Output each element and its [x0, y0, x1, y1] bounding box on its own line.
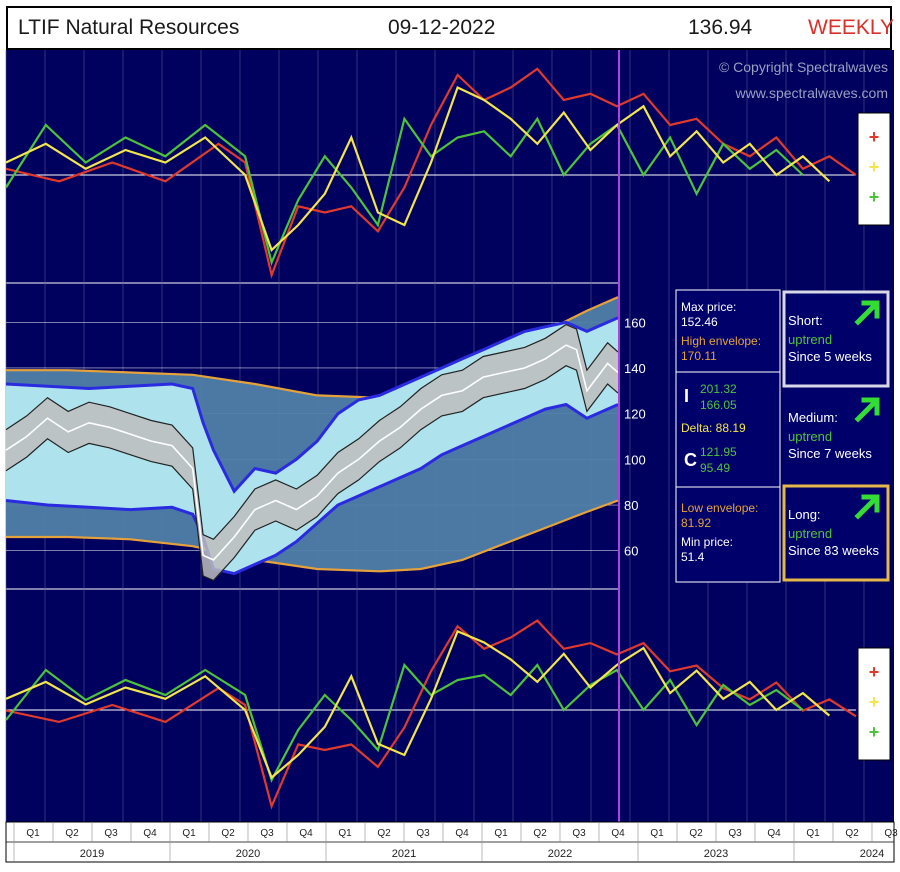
trend-name: Short: — [788, 313, 823, 328]
short-osc-line-bottom — [5, 629, 831, 780]
last-price: 136.94 — [688, 16, 753, 39]
c-value-upper: 121.95 — [700, 445, 737, 459]
quarter-label: Q4 — [767, 828, 781, 839]
i-value-upper: 201.32 — [700, 382, 737, 396]
year-label: 2020 — [236, 848, 260, 860]
medium-osc-line-top — [5, 116, 804, 266]
chart-title: LTIF Natural Resources — [18, 16, 240, 39]
quarter-label: Q1 — [26, 828, 40, 839]
website-text: www.spectralwaves.com — [735, 85, 889, 101]
medium-osc-line-bottom — [5, 662, 804, 783]
period-label: WEEKLY — [808, 16, 894, 39]
max-price-label: Max price: — [681, 300, 736, 314]
quarter-label: Q3 — [884, 828, 898, 839]
quarter-label: Q4 — [611, 828, 625, 839]
i-label: I — [684, 386, 689, 406]
quarter-label: Q2 — [221, 828, 235, 839]
max-price-value: 152.46 — [681, 315, 718, 329]
header-bar: LTIF Natural Resources 09-12-2022 136.94… — [6, 6, 894, 50]
trend-name: Long: — [788, 507, 821, 522]
low-envelope-label: Low envelope: — [681, 501, 758, 515]
quarter-label: Q2 — [533, 828, 547, 839]
delta-value: Delta: 88.19 — [681, 421, 746, 435]
min-price-label: Min price: — [681, 535, 733, 549]
trend-status: uptrend — [788, 332, 832, 347]
inner-channel-upper — [5, 323, 619, 541]
year-label: 2023 — [704, 848, 728, 860]
quarter-label: Q3 — [728, 828, 742, 839]
c-value-lower: 95.49 — [700, 461, 730, 475]
year-label: 2022 — [548, 848, 572, 860]
quarter-label: Q1 — [806, 828, 820, 839]
y-tick-label: 100 — [624, 452, 646, 467]
band-lower-line — [5, 402, 619, 576]
quarter-label: Q1 — [182, 828, 196, 839]
quarter-label: Q3 — [572, 828, 586, 839]
quarter-label: Q2 — [65, 828, 79, 839]
quarter-label: Q2 — [845, 828, 859, 839]
legend-sign: + — [869, 722, 880, 742]
low-envelope-value: 81.92 — [681, 516, 711, 530]
quarter-label: Q4 — [299, 828, 313, 839]
trend-since: Since 7 weeks — [788, 446, 872, 461]
quarter-label: Q3 — [104, 828, 118, 839]
y-tick-label: 160 — [624, 315, 646, 330]
high-envelope-value: 170.11 — [681, 349, 717, 363]
legend-sign: + — [869, 187, 880, 207]
chart-date: 09-12-2022 — [388, 16, 496, 39]
trend-since: Since 5 weeks — [788, 349, 872, 364]
y-tick-label: 60 — [624, 544, 638, 559]
trend-since: Since 83 weeks — [788, 543, 880, 558]
uptrend-arrow-icon — [854, 397, 880, 423]
legend-sign: + — [869, 692, 880, 712]
short-osc-line-top — [5, 85, 831, 252]
quarter-label: Q1 — [494, 828, 508, 839]
quarter-label: Q3 — [416, 828, 430, 839]
trend-name: Medium: — [788, 410, 838, 425]
quarter-label: Q3 — [260, 828, 274, 839]
quarter-label: Q2 — [689, 828, 703, 839]
trend-status: uptrend — [788, 429, 832, 444]
high-envelope-label: High envelope: — [681, 334, 761, 348]
y-tick-label: 120 — [624, 407, 646, 422]
inner-channel-lower — [5, 365, 619, 582]
min-price-value: 51.4 — [681, 550, 705, 564]
legend-sign: + — [869, 127, 880, 147]
quarter-label: Q1 — [650, 828, 664, 839]
quarter-label: Q4 — [143, 828, 157, 839]
price-line — [5, 344, 619, 561]
quarter-label: Q4 — [455, 828, 469, 839]
legend-sign: + — [869, 662, 880, 682]
i-value-lower: 166.05 — [700, 398, 737, 412]
year-label: 2024 — [860, 848, 884, 860]
year-label: 2021 — [392, 848, 416, 860]
trend-status: uptrend — [788, 526, 832, 541]
y-tick-label: 140 — [624, 361, 646, 376]
quarter-label: Q1 — [338, 828, 352, 839]
c-label: C — [684, 450, 697, 470]
quarter-label: Q2 — [377, 828, 391, 839]
y-tick-label: 80 — [624, 498, 638, 513]
copyright-text: © Copyright Spectralwaves — [719, 59, 888, 75]
band-upper-line — [5, 316, 619, 494]
legend-box-bottom — [857, 647, 891, 761]
legend-sign: + — [869, 157, 880, 177]
uptrend-arrow-icon — [854, 300, 880, 326]
legend-box-top — [857, 112, 891, 226]
low-envelope-line — [6, 499, 619, 573]
year-label: 2019 — [80, 848, 104, 860]
stats-panel — [675, 289, 781, 583]
uptrend-arrow-icon — [854, 494, 880, 520]
